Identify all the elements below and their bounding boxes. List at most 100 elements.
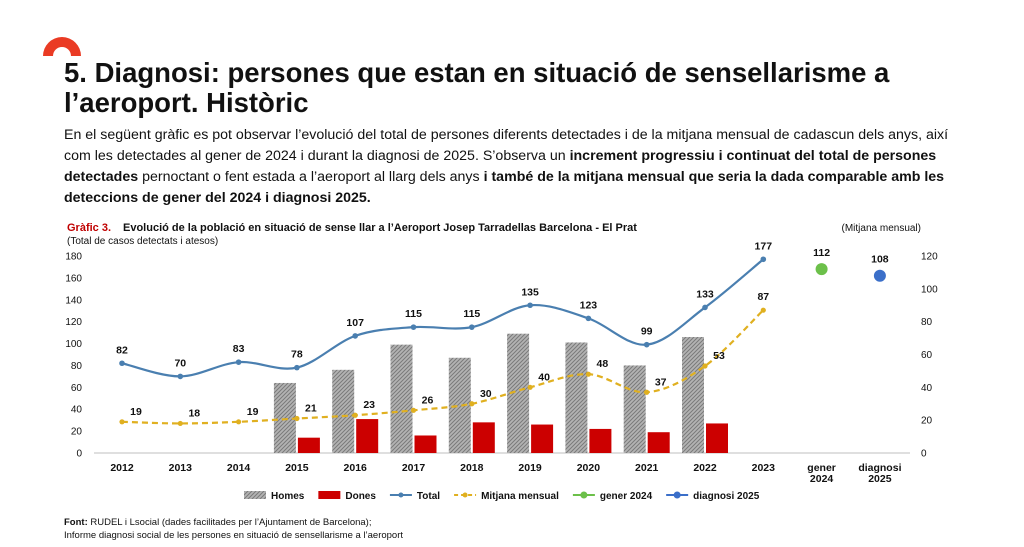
y-left-tick-label: 0 [76,449,82,460]
mitjana-marker [410,407,417,413]
legend-label: gener 2024 [600,491,653,502]
mitjana-data-label: 40 [538,371,550,383]
legend-label: diagnosi 2025 [693,491,760,502]
mitjana-data-label: 30 [480,388,492,400]
y-right-tick-label: 80 [921,317,933,328]
total-marker [410,324,417,330]
x-tick-label: 2021 [635,462,659,474]
legend-swatch-point [673,491,681,499]
x-tick-label: 2018 [460,462,484,474]
bar-dones [589,428,612,453]
y-right-tick-label: 40 [921,383,933,394]
mitjana-data-label: 48 [597,358,609,370]
footer-label: Font: [64,517,88,528]
legend-label: Dones [345,491,376,502]
total-data-label: 115 [405,308,422,320]
total-marker [352,333,359,339]
y-left-tick-label: 60 [71,383,83,394]
x-tick-label: 2025 [868,473,892,485]
mitjana-data-label: 18 [188,407,200,419]
total-marker [177,373,184,380]
mitjana-data-label: 37 [655,376,667,388]
total-marker [527,302,533,309]
y-axis-right-label: (Mitjana mensual) [842,223,921,234]
y-left-tick-label: 20 [71,427,83,438]
mitjana-marker [236,419,242,425]
diagnosi-2025-point-label: 108 [871,254,889,266]
footer-line-1: RUDEL i Lsocial (dades facilitades per l… [87,517,372,528]
total-data-label: 70 [174,357,186,369]
page-title: 5. Diagnosi: persones que estan en situa… [64,57,890,118]
y-left-tick-label: 140 [65,295,82,306]
x-tick-label: 2016 [344,462,368,474]
total-data-label: 99 [641,326,653,338]
legend-swatch-point [580,491,588,499]
intro-text-1: En el següent gràfic es pot observar l’e… [64,127,949,164]
total-marker [469,324,475,330]
mitjana-data-label: 26 [422,394,434,406]
x-tick-label: 2022 [693,462,717,474]
x-tick-label: 2024 [810,473,834,485]
total-data-label: 107 [346,317,364,329]
mitjana-data-label: 21 [305,403,317,415]
bar-homes [507,333,530,453]
total-marker [702,304,708,311]
total-data-label: 135 [521,286,539,298]
logo-arc-icon [43,37,81,56]
legend-label: Mitjana mensual [481,491,559,502]
total-data-label: 133 [696,288,714,300]
legend-swatch-homes [244,491,266,499]
y-left-tick-label: 180 [65,252,82,263]
y-left-tick-label: 40 [71,405,83,416]
bar-dones [531,424,554,453]
footer-line-2: Informe diagnosi social de les persones … [64,530,404,541]
x-tick-label: 2013 [169,462,193,474]
mitjana-marker [760,307,766,313]
x-tick-label: gener [807,462,836,474]
mitjana-marker [585,371,592,377]
legend-swatch-marker [398,492,404,498]
diagnosi-2025-point [873,269,886,282]
total-data-label: 78 [291,349,303,361]
x-tick-label: 2023 [752,462,776,474]
bar-homes [623,365,646,453]
mitjana-marker [119,419,125,425]
chart-title: Evolució de la població en situació de s… [123,222,637,234]
y-right-tick-label: 120 [921,252,938,263]
bar-homes [448,357,471,453]
bar-dones [472,422,495,453]
x-tick-label: 2020 [577,462,601,474]
y-left-tick-label: 100 [65,339,82,350]
y-left-tick-label: 80 [71,361,83,372]
y-right-tick-label: 100 [921,284,938,295]
total-data-label: 83 [233,343,245,355]
mitjana-marker [702,363,708,369]
total-marker [760,256,767,263]
mitjana-marker [294,415,300,422]
source-footer: Font: RUDEL i Lsocial (dades facilitades… [64,516,403,542]
bar-dones [297,437,320,453]
mitjana-marker [352,412,358,418]
intro-bold-2: i també de la mitjana mensual que seria … [64,169,945,206]
y-right-tick-label: 60 [921,350,933,361]
total-line [121,258,765,378]
mitjana-data-label: 19 [247,406,259,418]
total-data-label: 123 [580,299,598,311]
total-marker [585,315,592,322]
total-data-label: 82 [116,344,128,356]
y-left-tick-label: 120 [65,317,82,328]
total-data-label: 177 [755,240,773,252]
legend-swatch-marker [462,492,468,498]
bar-homes [332,369,355,453]
intro-paragraph: En el següent gràfic es pot observar l’e… [64,125,974,209]
total-data-label: 115 [463,308,480,320]
x-tick-label: 2017 [402,462,426,474]
mitjana-marker [527,384,533,390]
mitjana-marker [469,401,475,407]
y-right-tick-label: 20 [921,416,933,427]
x-tick-label: 2012 [110,462,134,474]
bar-homes [682,336,704,453]
total-marker [294,364,300,371]
bar-homes [273,382,296,453]
bar-dones [356,419,379,453]
